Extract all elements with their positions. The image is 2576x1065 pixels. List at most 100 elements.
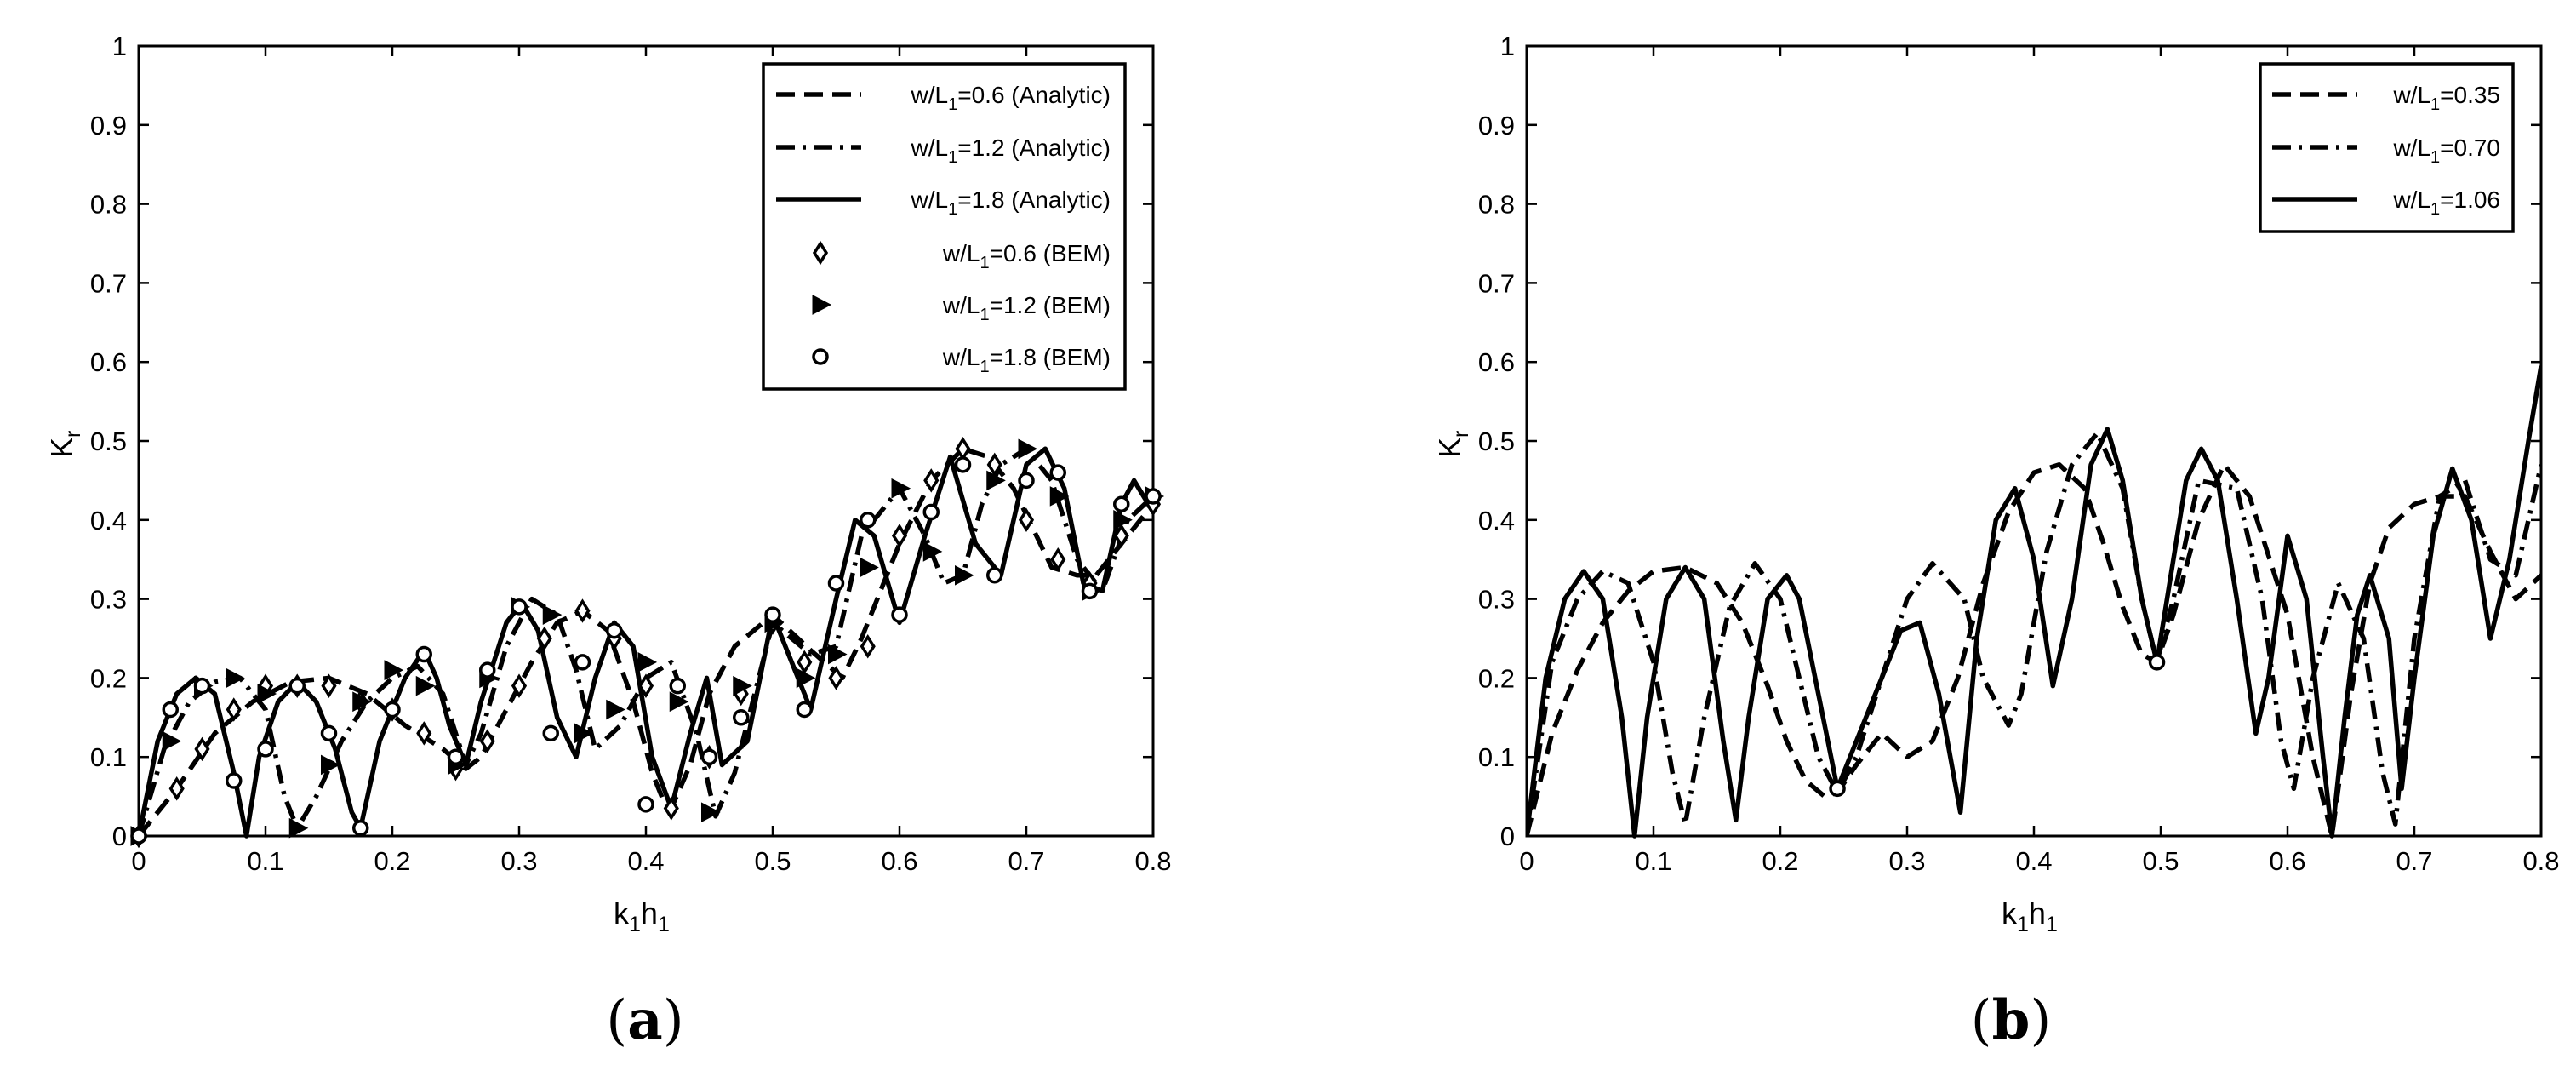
series-marker-3 — [797, 650, 813, 675]
x-tick-label: 0.5 — [2142, 846, 2179, 876]
series-marker-3 — [416, 721, 432, 746]
series-marker-3 — [663, 796, 679, 821]
series-marker-4 — [796, 667, 816, 689]
series-marker-4 — [1113, 509, 1133, 530]
legend: w/L1=0.6 (Analytic) w/L1=1.2 (Analytic) w/… — [762, 62, 1127, 391]
x-tick-label: 0.1 — [247, 846, 283, 876]
series-marker-4 — [606, 699, 625, 720]
series-marker-5 — [891, 606, 908, 623]
legend-label-1: w/L1=0.70 — [2392, 135, 2500, 167]
x-tick-label: 0.3 — [1888, 846, 1925, 876]
series-marker-5 — [796, 701, 813, 719]
legend-label-4: w/L1=1.2 (BEM) — [942, 292, 1111, 324]
series-marker-5 — [257, 741, 274, 758]
chart-panel-b: 0 0.1 0.2 0.3 0.4 0.5 0.6 0.7 0.8 0 0.1 0.2 0.3 0.4 0.… — [1432, 31, 2560, 1052]
series-marker-4 — [986, 470, 1006, 491]
y-tick-label: 0.7 — [90, 268, 127, 298]
x-tick-label: 0 — [131, 846, 146, 876]
series-marker-3 — [574, 598, 591, 623]
series-line-1 — [1527, 430, 2541, 837]
series-marker-3 — [860, 634, 876, 659]
series-marker-4 — [257, 684, 277, 704]
y-tick-label: 0.2 — [1478, 663, 1515, 693]
series-marker-5 — [669, 677, 686, 695]
y-tick-label: 0.9 — [1478, 111, 1515, 140]
y-tick-label: 0.5 — [1478, 427, 1515, 456]
x-tick-label: 0.2 — [1762, 846, 1798, 876]
series-marker-5 — [384, 701, 401, 719]
series-marker-4 — [733, 675, 752, 696]
series-marker-4 — [574, 723, 594, 744]
series-marker-4 — [226, 667, 245, 689]
series-line-0 — [139, 446, 1153, 838]
series-marker-3 — [226, 697, 242, 722]
series-marker-4 — [701, 802, 721, 822]
series-marker-3 — [479, 729, 495, 753]
y-tick-label: 0.3 — [90, 585, 127, 615]
series-marker-5 — [352, 819, 369, 837]
x-tick-label: 0.1 — [1635, 846, 1671, 876]
legend-label-2: w/L1=1.8 (Analytic) — [911, 186, 1111, 219]
series-marker-5 — [860, 512, 877, 529]
series-marker-5 — [320, 724, 338, 742]
series-marker-3 — [168, 776, 185, 801]
x-tick-label: 0.8 — [2522, 846, 2559, 876]
series-marker-4 — [669, 691, 689, 713]
series-marker-4 — [352, 691, 372, 713]
series-marker-4 — [637, 652, 658, 673]
y-tick-label: 0 — [1500, 822, 1515, 851]
legend-swatch-4 — [812, 295, 832, 315]
y-tick-label: 0.8 — [1478, 190, 1515, 220]
legend-swatch-3 — [812, 240, 829, 266]
series-marker-3 — [828, 666, 844, 690]
chart-panel-a: 0 0.1 0.2 0.3 0.4 0.5 0.6 0.7 0.8 0 0.1 0.2 0.3 0.4 0.… — [44, 31, 1172, 1052]
panel-label: (b) — [1971, 988, 2052, 1052]
series-group — [1527, 365, 2541, 839]
series-marker-4 — [922, 541, 943, 562]
series-marker-4 — [162, 730, 182, 752]
series-marker-5 — [415, 645, 432, 663]
series-marker-5 — [1049, 464, 1066, 481]
series-marker-5 — [954, 456, 972, 473]
series-marker-4 — [415, 675, 436, 696]
x-tick-label: 0.8 — [1134, 846, 1171, 876]
series-marker-4 — [860, 557, 879, 578]
legend-swatch-5 — [812, 348, 829, 365]
y-tick-label: 0.3 — [1478, 585, 1515, 615]
y-tick-label: 0.6 — [90, 347, 127, 377]
series-marker-5 — [986, 567, 1003, 584]
series-marker-5 — [288, 677, 306, 695]
y-tick-label: 0.9 — [90, 111, 127, 140]
x-tick-label: 0.3 — [500, 846, 537, 876]
series-line-2 — [1527, 365, 2541, 839]
legend-label-0: w/L1=0.35 — [2392, 82, 2500, 114]
y-tick-label: 0 — [112, 822, 127, 851]
x-tick-label: 0.7 — [1008, 846, 1044, 876]
y-tick-label: 1 — [1500, 31, 1515, 61]
series-marker-5 — [827, 575, 845, 592]
y-tick-label: 0.7 — [1478, 268, 1515, 298]
series-marker-5 — [922, 503, 940, 521]
series-marker-3 — [1018, 507, 1035, 533]
x-axis-label: k1h1 — [2002, 896, 2058, 936]
series-marker-3 — [321, 673, 337, 698]
series-marker-5 — [193, 677, 211, 695]
series-marker-4 — [1049, 486, 1070, 507]
series-marker-4 — [288, 817, 309, 839]
series-marker-5 — [162, 701, 179, 719]
y-tick-label: 0.1 — [1478, 742, 1515, 772]
series-marker-3 — [511, 673, 528, 698]
y-tick-label: 0.8 — [90, 190, 127, 220]
x-tick-label: 0.6 — [881, 846, 917, 876]
series-marker-3 — [536, 626, 552, 651]
x-tick-label: 0.2 — [374, 846, 410, 876]
x-tick-label: 0.7 — [2396, 846, 2432, 876]
legend-label-0: w/L1=0.6 (Analytic) — [911, 82, 1111, 114]
series-marker-3 — [986, 452, 1002, 478]
legend-label-2: w/L1=1.06 — [2392, 186, 2500, 219]
series-line-0 — [1527, 462, 2541, 839]
series-marker-5 — [733, 709, 750, 726]
legend-box — [762, 62, 1127, 391]
x-tick-label: 0.4 — [2015, 846, 2052, 876]
